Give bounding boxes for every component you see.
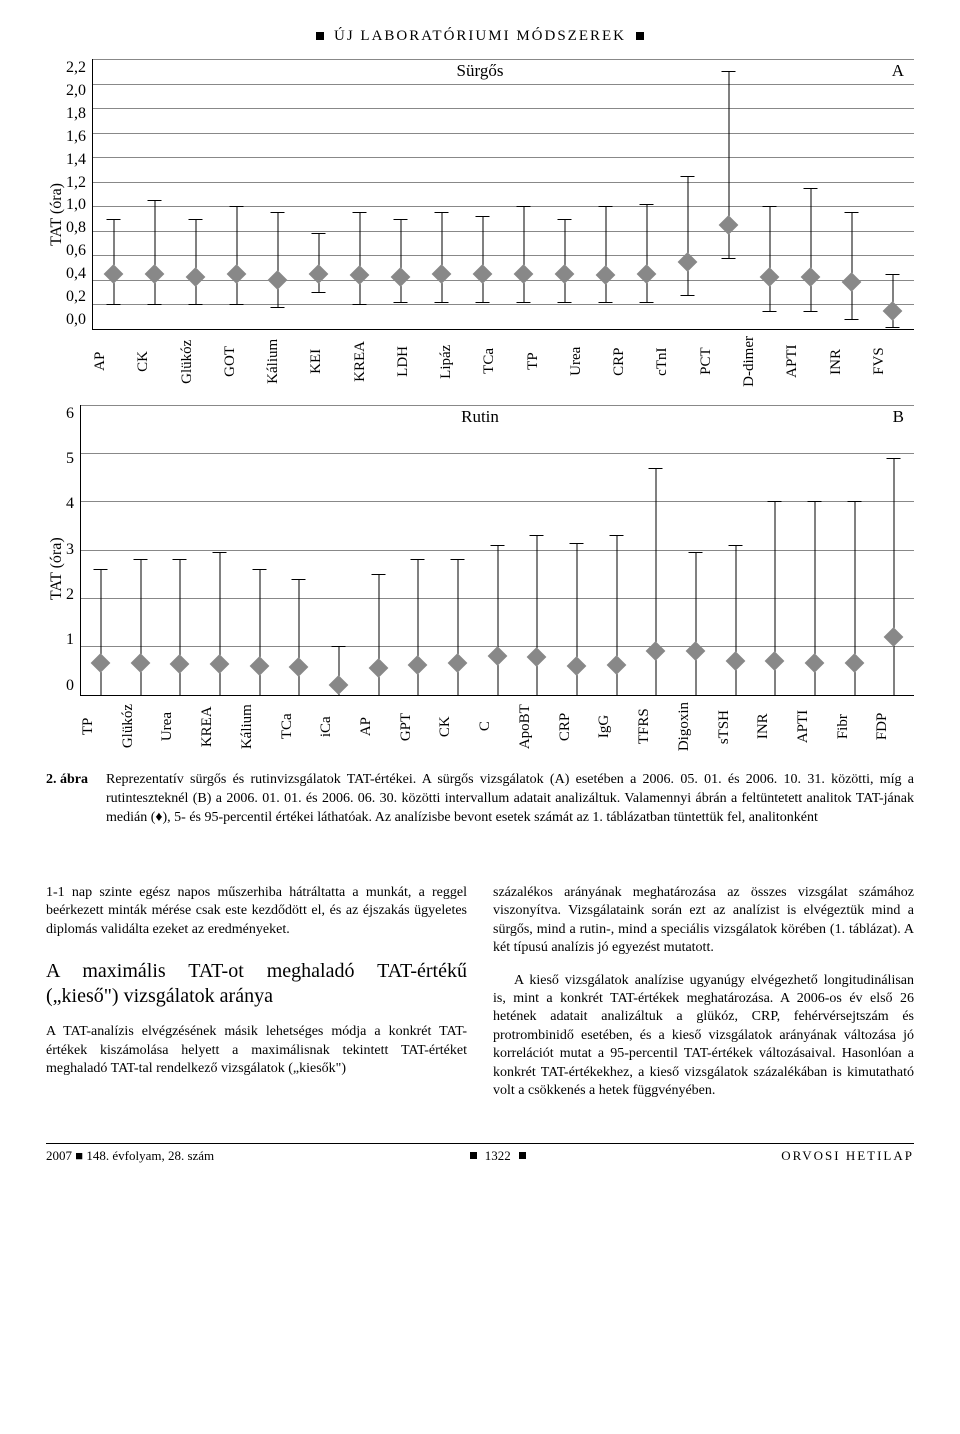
footer-left: 2007 ■ 148. évfolyam, 28. szám [46, 1148, 214, 1164]
x-tick-label: TP [525, 336, 568, 389]
x-tick-label: Digoxin [676, 702, 716, 753]
section-header-text: ÚJ LABORATÓRIUMI MÓDSZEREK [334, 28, 626, 44]
x-tick-label: Urea [159, 702, 199, 753]
x-tick-label: C [477, 702, 517, 753]
x-tick-label: Fibr [835, 702, 875, 753]
right-column: százalékos arányának meghatározása az ös… [493, 870, 914, 1115]
x-tick-label: IgG [596, 702, 636, 753]
x-tick-label: TCa [481, 336, 524, 389]
left-column: 1-1 nap szinte egész napos műszerhiba há… [46, 870, 467, 1115]
chart-a-xticks: APCKGlükózGOTKáliumKEIKREALDHLipázTCaTPU… [92, 336, 914, 389]
x-tick-label: APTI [784, 336, 827, 389]
x-tick-label: TP [80, 702, 120, 753]
right-para-2: A kieső vizsgálatok analízise ugyanúgy e… [493, 972, 914, 1101]
body-columns: 1-1 nap szinte egész napos műszerhiba há… [46, 870, 914, 1115]
chart-b-xticks: TPGlükózUreaKREAKáliumTCaiCaAPGPTCKCApoB… [80, 702, 914, 753]
x-tick-label: FDP [874, 702, 914, 753]
x-tick-label: PCT [698, 336, 741, 389]
x-tick-label: AP [92, 336, 135, 389]
chart-b-ylabel: TAT (óra) [46, 405, 66, 753]
x-tick-label: GPT [398, 702, 438, 753]
chart-b-yaxis: 6543210 [66, 405, 80, 695]
x-tick-label: LDH [395, 336, 438, 389]
x-tick-label: CK [135, 336, 178, 389]
x-tick-label: INR [755, 702, 795, 753]
figure-caption-text: Reprezentatív sürgős és rutinvizsgálatok… [106, 771, 914, 828]
chart-a: Sürgős A TAT (óra) 2,22,01,81,61,41,21,0… [46, 59, 914, 389]
chart-a-yaxis: 2,22,01,81,61,41,21,00,80,60,40,20,0 [66, 59, 92, 329]
x-tick-label: GOT [222, 336, 265, 389]
x-tick-label: TCa [279, 702, 319, 753]
x-tick-label: Glükóz [120, 702, 160, 753]
figure-caption: 2. ábra Reprezentatív sürgős és rutinviz… [46, 771, 914, 828]
x-tick-label: CK [437, 702, 477, 753]
page-footer: 2007 ■ 148. évfolyam, 28. szám 1322 ORVO… [46, 1143, 914, 1164]
x-tick-label: sTSH [716, 702, 756, 753]
x-tick-label: APTI [795, 702, 835, 753]
chart-b-plot [80, 405, 914, 696]
x-tick-label: D-dimer [741, 336, 784, 389]
x-tick-label: cTnI [654, 336, 697, 389]
x-tick-label: KREA [199, 702, 239, 753]
x-tick-label: KREA [352, 336, 395, 389]
figure-number: 2. ábra [46, 771, 88, 828]
x-tick-label: FVS [871, 336, 914, 389]
x-tick-label: Lipáz [438, 336, 481, 389]
x-tick-label: CRP [611, 336, 654, 389]
left-heading: A maximális TAT-ot meghaladó TAT-értékű … [46, 959, 467, 1009]
x-tick-label: INR [828, 336, 871, 389]
x-tick-label: Kálium [239, 702, 279, 753]
right-para-1: százalékos arányának meghatározása az ös… [493, 884, 914, 958]
chart-a-ylabel: TAT (óra) [46, 59, 66, 389]
x-tick-label: AP [358, 702, 398, 753]
section-header: ÚJ LABORATÓRIUMI MÓDSZEREK [46, 28, 914, 45]
page: ÚJ LABORATÓRIUMI MÓDSZEREK Sürgős A TAT … [0, 0, 960, 1176]
left-para-2: A TAT-analízis elvégzésének másik lehets… [46, 1023, 467, 1078]
x-tick-label: TFRS [636, 702, 676, 753]
footer-right: ORVOSI HETILAP [781, 1148, 914, 1164]
chart-a-plot [92, 59, 914, 330]
x-tick-label: iCa [318, 702, 358, 753]
x-tick-label: KEI [308, 336, 351, 389]
x-tick-label: Glükóz [179, 336, 222, 389]
x-tick-label: Kálium [265, 336, 308, 389]
left-para-1: 1-1 nap szinte egész napos műszerhiba há… [46, 884, 467, 939]
x-tick-label: CRP [557, 702, 597, 753]
x-tick-label: Urea [568, 336, 611, 389]
chart-b: Rutin B TAT (óra) 6543210 TPGlükózUreaKR… [46, 405, 914, 753]
x-tick-label: ApoBT [517, 702, 557, 753]
footer-center: 1322 [462, 1148, 534, 1164]
